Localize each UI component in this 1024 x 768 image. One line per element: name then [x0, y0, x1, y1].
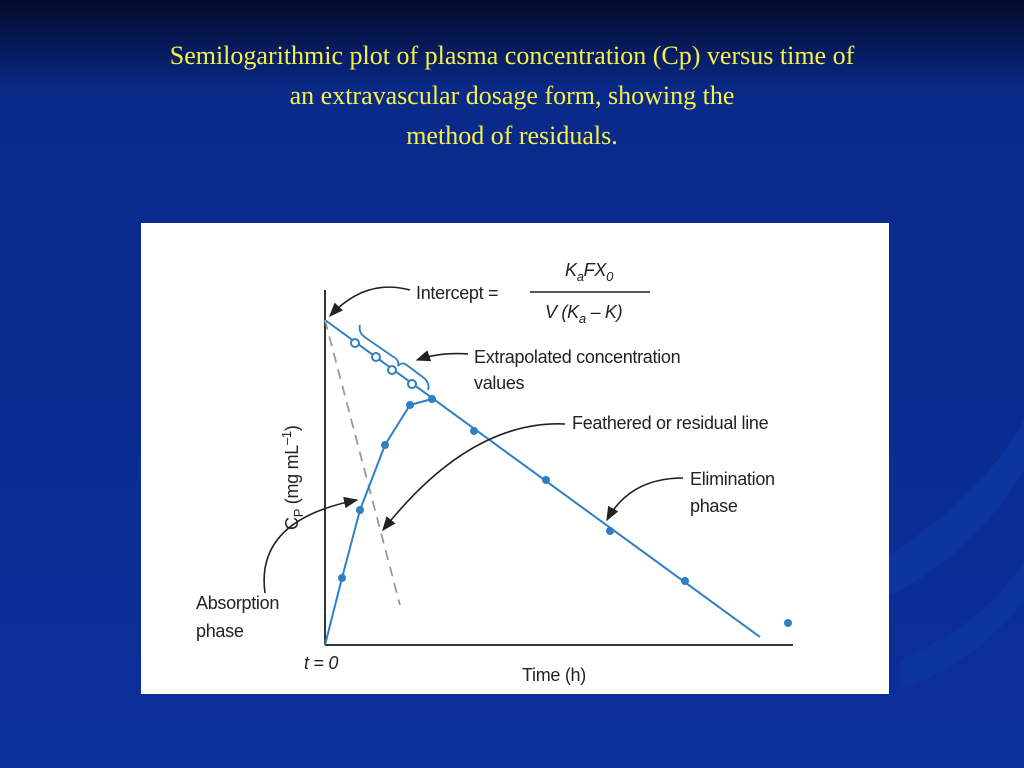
swoosh	[900, 560, 1024, 690]
unit: )	[282, 425, 302, 431]
annotation: values	[474, 373, 525, 393]
observed-points	[338, 395, 792, 627]
y-axis-label: CP (mg mL–1)	[279, 425, 306, 530]
annotation: Feathered or residual line	[572, 413, 769, 433]
origin-label: t = 0	[304, 653, 338, 673]
denominator: V (Ka – K)	[545, 302, 622, 326]
subscript: 0	[606, 269, 614, 284]
annotation: Extrapolated concentration	[474, 347, 680, 367]
subscript: a	[577, 269, 584, 284]
open-point	[350, 338, 360, 348]
title-line: Semilogarithmic plot of plasma concentra…	[170, 41, 855, 70]
point	[381, 441, 389, 449]
symbol: – K)	[586, 302, 623, 322]
arrow	[329, 286, 411, 318]
arrow	[382, 423, 566, 532]
intercept-label: Intercept =	[416, 283, 498, 303]
point	[784, 619, 792, 627]
point	[428, 395, 436, 403]
point	[406, 401, 414, 409]
open-point	[387, 365, 397, 375]
point	[470, 427, 478, 435]
annotation: phase	[196, 621, 244, 641]
brace	[358, 324, 430, 391]
annotation: Absorption	[196, 593, 279, 613]
title-line: method of residuals.	[406, 121, 618, 150]
open-point	[371, 352, 381, 362]
point	[542, 476, 550, 484]
swoosh	[880, 420, 1024, 600]
x-axis-label: Time (h)	[522, 665, 586, 685]
open-point	[407, 379, 417, 389]
plot: Intercept = KaFX0 V (Ka – K) Extrapolate…	[196, 260, 793, 685]
extrapolated-points	[350, 338, 417, 389]
residual-line	[324, 319, 401, 606]
point	[338, 574, 346, 582]
annotation: Elimination	[690, 469, 775, 489]
numerator: KaFX0	[565, 260, 614, 284]
subscript: P	[291, 509, 306, 517]
symbol: K	[565, 260, 578, 280]
arrow	[415, 350, 469, 362]
superscript: –1	[279, 431, 294, 445]
symbol: C	[282, 517, 302, 530]
symbol: V (K	[545, 302, 580, 322]
annotation: phase	[690, 496, 738, 516]
title-line: an extravascular dosage form, showing th…	[290, 81, 735, 110]
point	[356, 506, 364, 514]
unit: (mg mL	[282, 445, 302, 509]
subscript: a	[579, 311, 586, 326]
arrow	[606, 477, 684, 522]
arrow	[263, 496, 359, 594]
point	[606, 527, 614, 535]
symbol: FX	[584, 260, 608, 280]
point	[681, 577, 689, 585]
